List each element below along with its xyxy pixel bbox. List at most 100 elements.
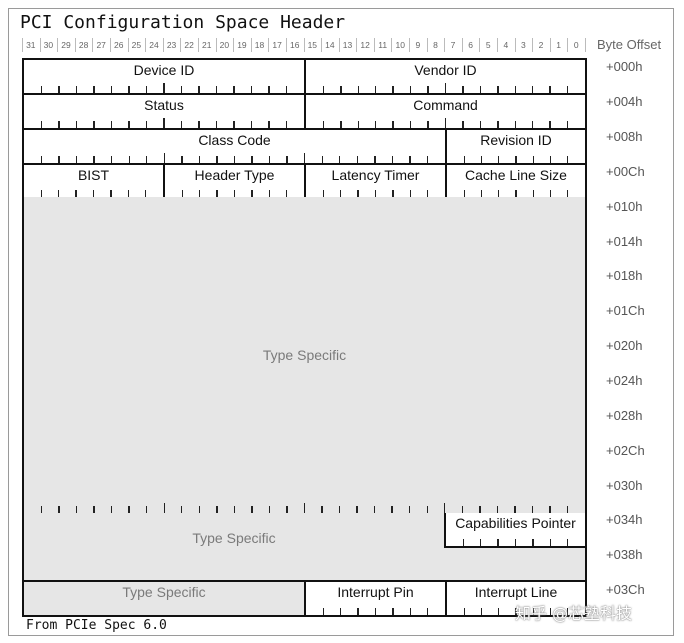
bit-tick [199,190,201,197]
bit-tick [567,608,569,615]
bit-separator [479,38,481,52]
bit-separator [444,38,446,52]
bit-tick [285,121,288,128]
bit-separator [92,38,94,52]
bit-tick [128,86,130,93]
byte-offset-value: +004h [606,94,643,109]
bit-number: 17 [272,40,282,50]
bit-separator [39,38,41,52]
bit-tick [444,503,446,513]
bit-tick [286,506,288,513]
bit-tick [321,506,323,513]
bit-number: 28 [78,40,89,50]
bit-tick [498,190,500,197]
bit-tick [181,156,183,163]
bit-tick [268,86,270,93]
bit-tick [515,156,517,163]
bit-tick [233,506,236,513]
bit-separator [514,38,516,52]
bit-number: 25 [131,40,142,50]
bit-separator [461,38,463,52]
source-footer: From PCIe Spec 6.0 [26,618,167,633]
bit-separator [57,38,59,52]
bit-tick [145,121,148,128]
bit-tick [340,86,342,93]
bit-number: 5 [485,40,491,50]
bit-tick [110,121,113,128]
bit-tick [285,190,288,197]
status-label: Status [144,97,184,113]
bit-separator [567,38,569,52]
byte-offset-value: +018h [606,268,643,283]
bit-tick [463,608,465,615]
bit-tick [338,506,341,513]
bit-tick [340,121,342,128]
bit-tick [444,118,447,128]
bit-tick [93,86,95,93]
byte-offset-value: +034h [606,512,643,527]
bit-separator [409,38,411,52]
bit-tick [409,86,412,93]
status-field: Status [22,93,306,130]
bit-tick [409,608,411,615]
bit-tick [40,190,43,197]
bit-number: 31 [26,40,36,50]
bit-tick [233,190,236,197]
bit-tick [549,506,551,513]
byte-offset-value: +000h [606,59,643,74]
bit-number: 21 [202,40,212,50]
class-code-label: Class Code [198,132,271,148]
bit-number: 29 [61,40,71,50]
bit-number: 30 [43,40,54,50]
interrupt-pin-label: Interrupt Pin [337,584,414,600]
bit-tick [75,506,78,513]
bit-tick [549,86,551,93]
bit-separator [215,38,217,52]
bit-tick [75,86,78,93]
bit-tick [549,121,551,128]
bit-number: 19 [237,40,247,50]
bit-tick [93,121,95,128]
bit-tick [58,506,60,513]
header-type-field: Header Type [163,163,306,199]
revision-id-field: Revision ID [445,128,587,165]
revision-id-label: Revision ID [480,132,552,148]
bit-tick [374,190,377,197]
bit-tick [128,156,130,163]
bit-tick [146,156,148,163]
bit-separator [268,38,270,52]
vendor-id-label: Vendor ID [414,62,477,78]
bit-tick [549,539,551,546]
bit-tick [479,506,481,513]
bit-tick [146,506,148,513]
bit-tick [375,121,377,128]
bit-tick [514,506,516,513]
bit-tick [496,506,499,513]
device-id-field: Device ID [22,58,306,95]
bit-tick [180,121,183,128]
bit-tick [339,156,341,163]
capabilities-pointer-label: Capabilities Pointer [455,515,576,531]
bit-tick [268,190,270,197]
bit-tick [426,190,429,197]
bit-number-ruler: 31 30 29 28 27 26 25 24 23 22 21 20 19 18 17 16 15 14 13 12… [0,0,684,60]
bit-separator [426,38,428,52]
bit-number: 3 [521,40,526,50]
bit-tick [322,121,325,128]
bist-field: BIST [22,163,165,199]
bit-tick [128,506,130,513]
bit-tick [286,156,288,163]
bit-separator [285,38,287,52]
bit-tick [285,86,288,93]
bit-tick [110,86,113,93]
bit-tick [392,608,394,615]
latency-timer-label: Latency Timer [331,167,420,183]
bit-tick [163,503,165,513]
bit-tick [75,121,78,128]
bit-tick [444,83,447,93]
byte-offset-value: +010h [606,199,643,214]
bit-number: 16 [289,40,300,50]
bit-number: 20 [219,40,230,50]
bit-tick [181,506,183,513]
bit-tick [480,156,483,163]
